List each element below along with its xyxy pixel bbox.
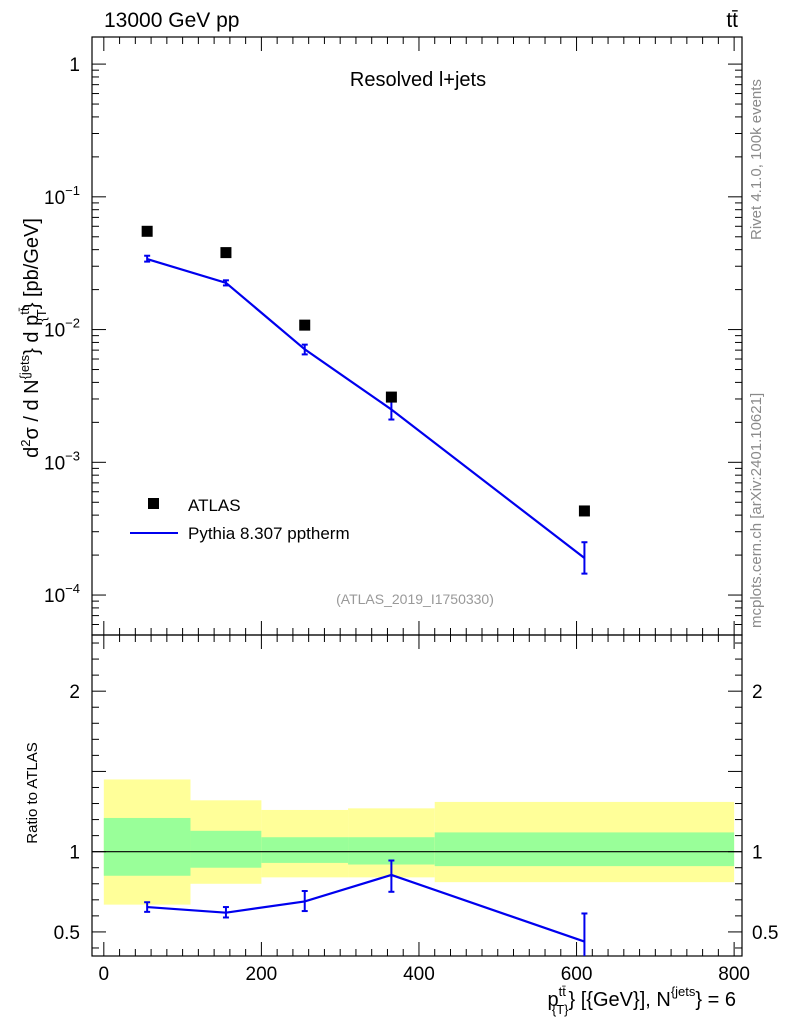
y-tick-label-ratio-right: 1	[752, 843, 763, 864]
rivet-version-label: Rivet 4.1.0, 100k events	[748, 79, 765, 240]
legend-atlas-label: ATLAS	[188, 496, 241, 515]
main-panel-frame	[91, 36, 743, 636]
mcplots-label: mcplots.cern.ch [arXiv:2401.10621]	[748, 393, 765, 628]
analysis-id: (ATLAS_2019_I1750330)	[336, 591, 494, 607]
y-tick-label-ratio-right: 0.5	[752, 923, 778, 944]
mc-series-ratio	[144, 859, 588, 956]
data-point-atlas	[385, 391, 397, 403]
y-tick-label-ratio-left: 0.5	[54, 923, 80, 944]
mc-line-ratio	[147, 873, 585, 943]
legend: ATLAS Pythia 8.307 pptherm	[130, 496, 350, 543]
data-series-main	[141, 225, 590, 517]
x-tick-label: 600	[561, 964, 593, 985]
data-point-atlas	[578, 505, 590, 517]
tick-labels: 0 200 400 600 800 1 10−1 10−2 10−3 10−4 0.5 0.5 1 1 2 2	[44, 55, 778, 985]
y-tick-label-main: 10−4	[44, 581, 80, 607]
y-tick-label-main: 1	[69, 55, 80, 76]
x-axis-label: ptt̄ {T}} [{GeV}], N{jets} = 6	[548, 984, 736, 1017]
uncertainty-bands	[103, 779, 735, 905]
svg-text:ptt̄{T}} [{GeV}], N{jets} = 6: ptt̄ {T}} [{GeV}], N{jets} = 6	[548, 984, 736, 1017]
band-inner-4	[434, 832, 735, 867]
x-tick-label: 0	[99, 964, 110, 985]
x-tick-label: 800	[718, 964, 750, 985]
y-tick-label-ratio-right: 2	[752, 682, 763, 703]
y-tick-label-main: 10−1	[44, 183, 80, 209]
legend-atlas-marker	[148, 498, 159, 509]
process-label: tt̄	[726, 9, 738, 32]
y-tick-label-ratio-left: 2	[69, 682, 80, 703]
band-inner-1	[190, 830, 262, 868]
band-inner-2	[261, 837, 349, 863]
y-tick-label-ratio-left: 1	[69, 843, 80, 864]
ratio-panel-frame	[91, 634, 743, 957]
band-inner-0	[103, 817, 191, 876]
data-point-atlas	[299, 319, 311, 331]
x-tick-label: 400	[403, 964, 435, 985]
axis-ticks	[92, 37, 742, 956]
data-point-atlas	[220, 247, 232, 259]
ratio-ylabel: Ratio to ATLAS	[24, 742, 41, 843]
x-tick-label: 200	[246, 964, 278, 985]
data-point-atlas	[141, 225, 153, 237]
y-tick-label-main: 10−2	[44, 316, 80, 342]
mc-series-main	[144, 254, 588, 575]
plot-title: Resolved l+jets	[350, 69, 486, 91]
legend-mc-label: Pythia 8.307 pptherm	[188, 524, 350, 543]
y-tick-label-main: 10−3	[44, 448, 80, 474]
energy-label: 13000 GeV pp	[104, 9, 239, 32]
